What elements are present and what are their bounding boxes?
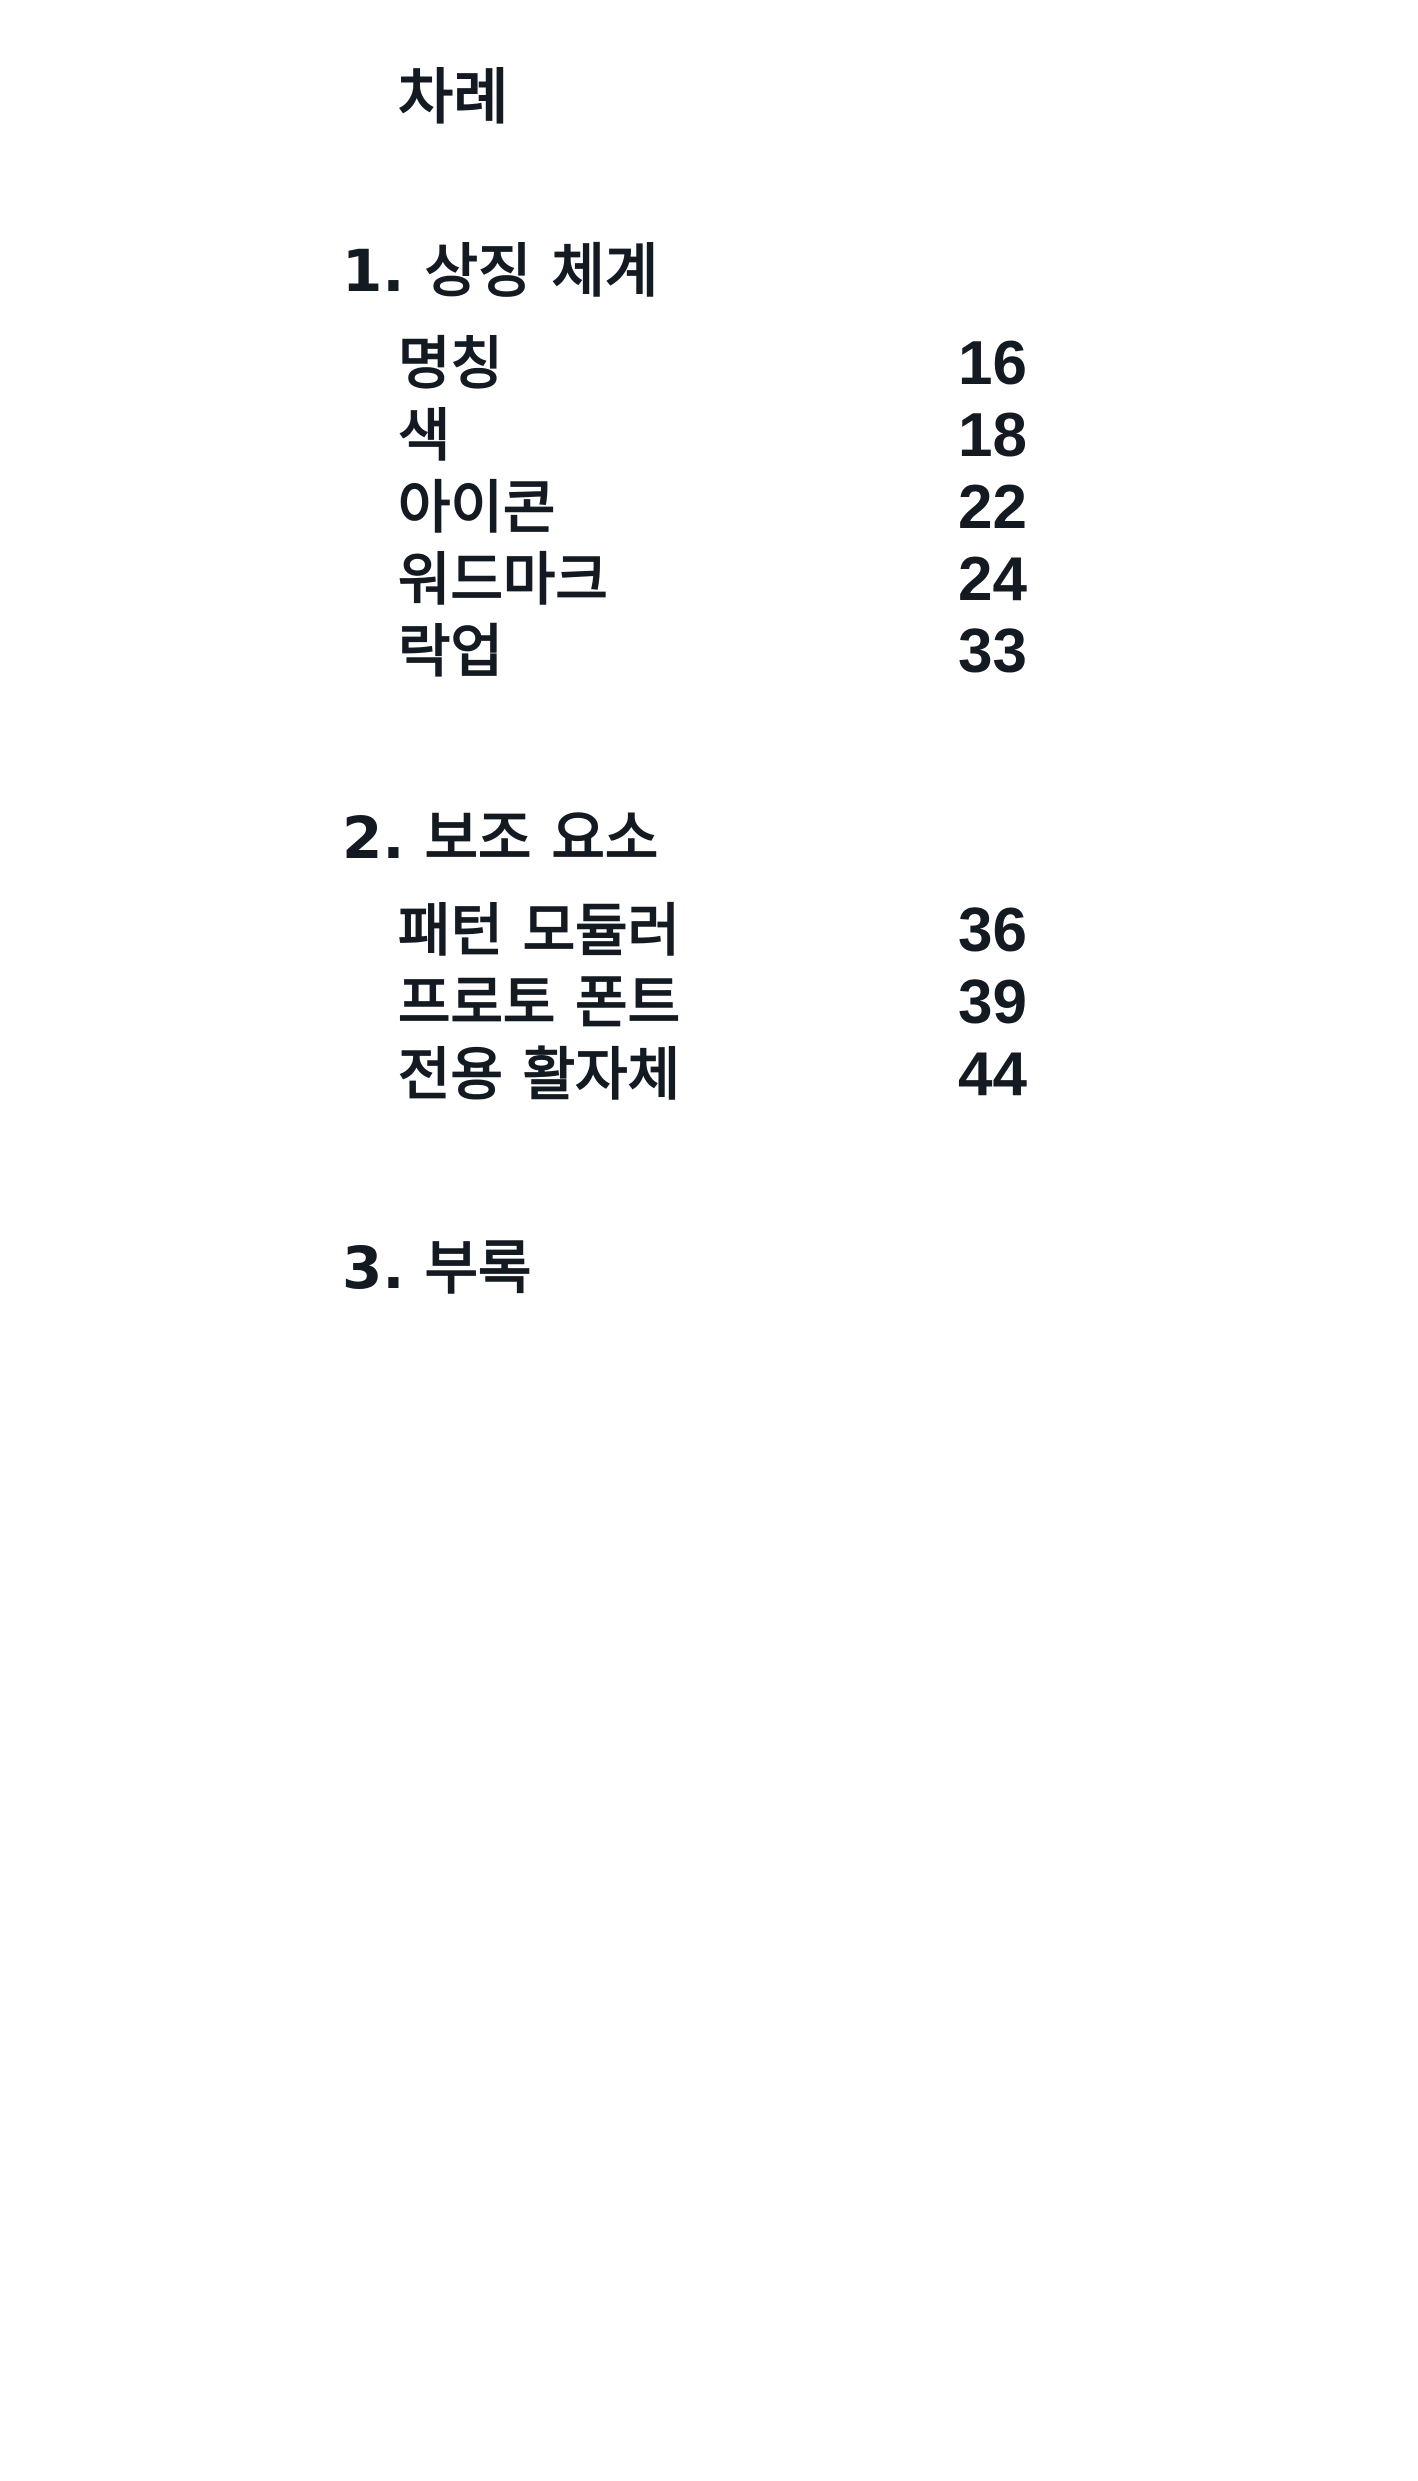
toc-entry[interactable]: 전용 활자체 44: [398, 1039, 1038, 1111]
toc-entry-label: 패턴 모듈러: [398, 898, 681, 964]
toc-entry-list: 명칭 16 색 18 아이콘 22 워드마크 24 락업 33: [398, 328, 1038, 688]
toc-entry-label: 락업: [398, 619, 503, 685]
toc-entry-page-number: 24: [958, 545, 1027, 614]
toc-entry-label: 아이콘: [398, 475, 556, 541]
toc-entry[interactable]: 워드마크 24: [398, 544, 1038, 616]
section-heading: 2. 보조 요소: [342, 804, 659, 872]
toc-entry-page-number: 22: [958, 473, 1027, 542]
toc-entry-page-number: 18: [958, 401, 1027, 470]
toc-entry-list: 패턴 모듈러 36 프로토 폰트 39 전용 활자체 44: [398, 895, 1038, 1111]
toc-entry[interactable]: 패턴 모듈러 36: [398, 895, 1038, 967]
toc-entry[interactable]: 프로토 폰트 39: [398, 967, 1038, 1039]
toc-entry-page-number: 16: [958, 329, 1027, 398]
toc-entry-label: 명칭: [398, 331, 503, 397]
toc-entry[interactable]: 색 18: [398, 400, 1038, 472]
toc-entry[interactable]: 아이콘 22: [398, 472, 1038, 544]
section-heading: 1. 상징 체계: [342, 237, 659, 305]
toc-entry-label: 색: [398, 403, 451, 469]
toc-entry-page-number: 33: [958, 617, 1027, 686]
toc-entry-label: 전용 활자체: [398, 1042, 681, 1108]
toc-entry-label: 프로토 폰트: [398, 970, 681, 1036]
page-title: 차례: [398, 63, 509, 133]
section-heading[interactable]: 3. 부록: [342, 1234, 532, 1302]
toc-entry[interactable]: 명칭 16: [398, 328, 1038, 400]
toc-entry-page-number: 44: [958, 1040, 1027, 1109]
toc-entry-page-number: 36: [958, 896, 1027, 965]
toc-entry[interactable]: 락업 33: [398, 616, 1038, 688]
toc-entry-label: 워드마크: [398, 547, 608, 613]
toc-entry-page-number: 39: [958, 968, 1027, 1037]
